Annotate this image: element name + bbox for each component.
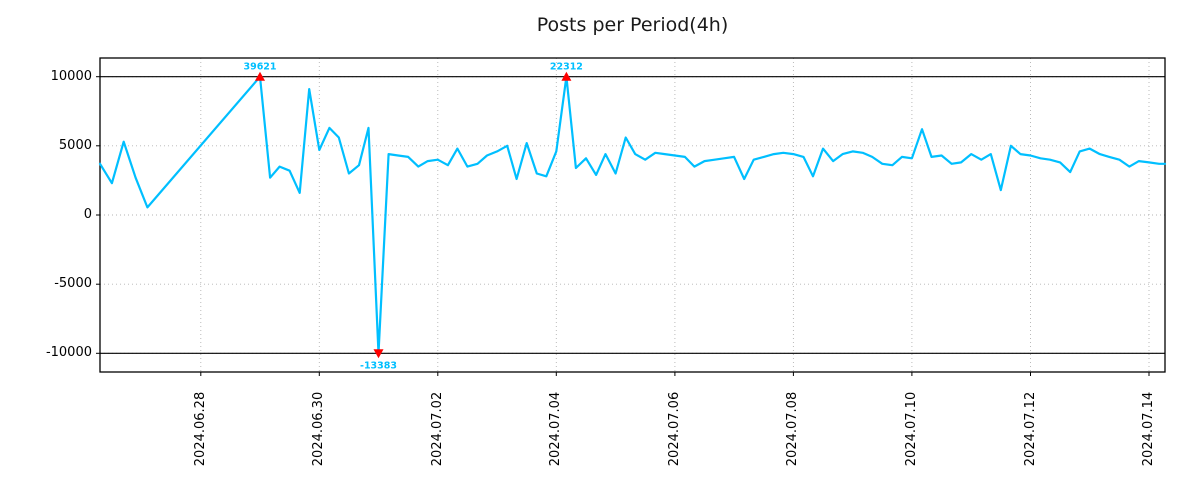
peak-marker-icon [255,71,265,81]
peak-marker-icon [561,71,572,81]
x-tick-label: 2024.07.08 [785,391,801,467]
y-tick-label: -5000 [54,276,92,292]
y-tick-label: 10000 [50,68,92,84]
x-tick-label: 2024.07.06 [666,391,682,467]
y-tick-label: 0 [83,207,92,222]
data-line [98,75,1167,355]
x-tick-label: 2024.07.10 [903,391,919,467]
x-tick-label: 2024.06.28 [192,391,208,467]
annotation-label: 22312 [550,62,583,73]
x-tick-label: 2024.06.30 [311,391,327,467]
x-tick-label: 2024.07.04 [548,391,564,467]
axes-frame [99,57,1166,373]
x-tick-label: 2024.07.12 [1022,391,1038,467]
annotation-label: -13383 [360,360,397,371]
x-tick-label: 2024.07.14 [1141,391,1156,467]
trough-marker-icon [373,349,384,359]
annotation-label: 39621 [243,62,276,73]
chart-title: Posts per Period(4h) [536,14,729,36]
x-tick-label: 2024.07.02 [429,391,445,467]
y-tick-label: 5000 [58,137,92,153]
y-tick-label: -10000 [45,345,92,361]
